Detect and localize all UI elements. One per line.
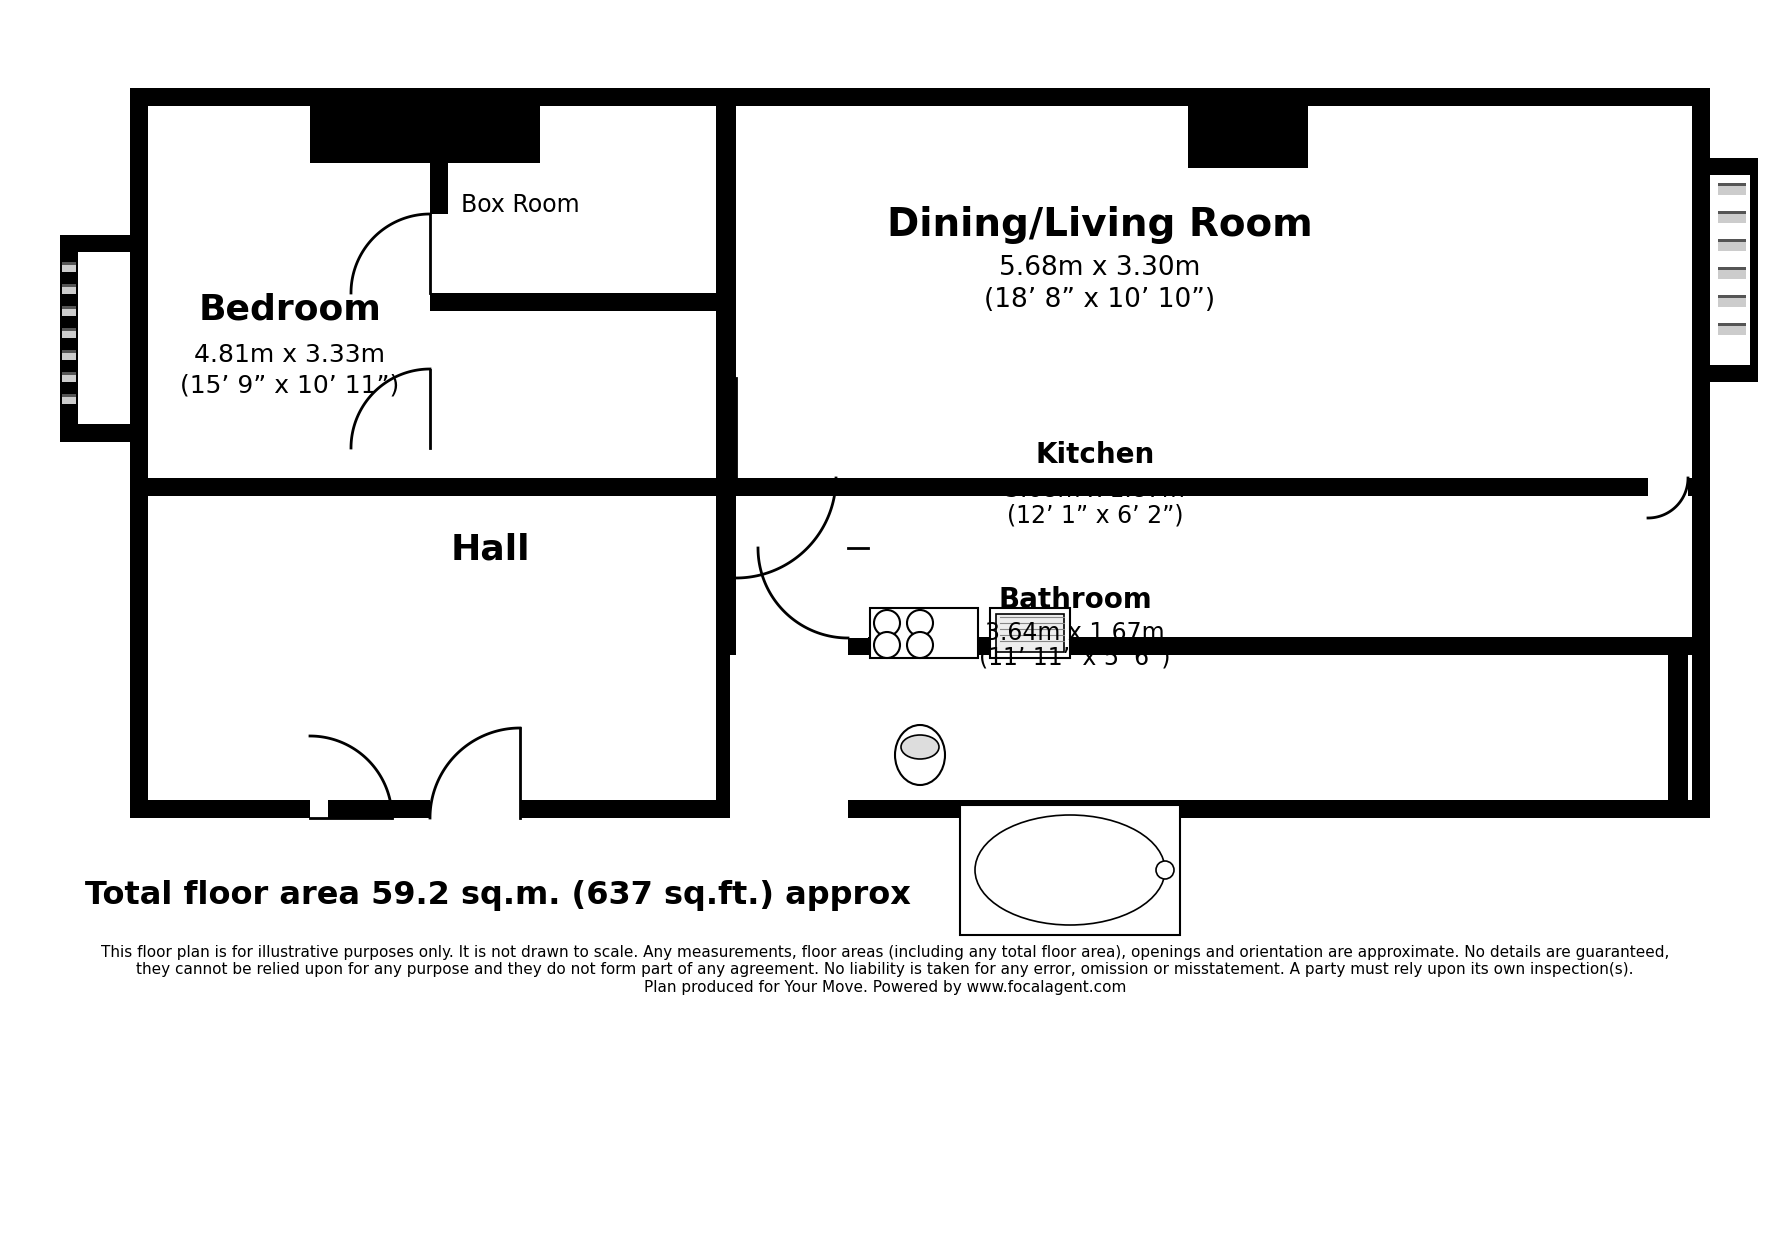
Bar	[848, 496, 1691, 637]
Text: 3.64m x 1.67m: 3.64m x 1.67m	[985, 621, 1165, 645]
Bar	[62, 284, 76, 286]
Bar	[990, 608, 1070, 658]
Bar	[62, 306, 76, 309]
Bar	[1718, 322, 1746, 326]
Bar	[1718, 267, 1746, 270]
Bar	[717, 105, 737, 477]
Text: 3.68m x 1.87m: 3.68m x 1.87m	[1006, 477, 1185, 502]
Circle shape	[1156, 861, 1174, 879]
Bar	[870, 608, 978, 658]
Bar	[62, 329, 76, 339]
Bar	[149, 477, 430, 496]
Bar	[62, 372, 76, 374]
Bar	[430, 370, 448, 449]
Text: Box Room: Box Room	[460, 193, 579, 217]
Bar	[1711, 175, 1750, 365]
Bar	[737, 105, 1691, 477]
Bar	[737, 477, 848, 496]
Bar	[62, 350, 76, 360]
Bar	[1718, 184, 1746, 195]
Bar	[1649, 477, 1688, 496]
Bar	[1718, 295, 1746, 298]
Circle shape	[907, 610, 933, 636]
Text: Hall: Hall	[450, 533, 530, 567]
Text: (18’ 8” x 10’ 10”): (18’ 8” x 10’ 10”)	[985, 286, 1215, 312]
Bar	[1718, 267, 1746, 279]
Text: Kitchen: Kitchen	[1036, 441, 1155, 469]
Bar	[310, 88, 540, 162]
Polygon shape	[60, 88, 1759, 818]
Bar	[960, 805, 1179, 935]
Text: (12’ 1” x 6’ 2”): (12’ 1” x 6’ 2”)	[1006, 503, 1183, 527]
Bar	[430, 293, 715, 311]
Bar	[848, 637, 1691, 655]
Text: 4.81m x 3.33m: 4.81m x 3.33m	[195, 343, 386, 367]
Text: This floor plan is for illustrative purposes only. It is not drawn to scale. Any: This floor plan is for illustrative purp…	[101, 945, 1670, 994]
Text: Dining/Living Room: Dining/Living Room	[887, 206, 1312, 244]
Bar	[848, 655, 1691, 800]
Circle shape	[875, 632, 900, 658]
Bar	[1188, 88, 1309, 167]
Bar	[62, 329, 76, 331]
Bar	[848, 477, 1691, 496]
Bar	[990, 608, 1070, 658]
Bar	[62, 306, 76, 316]
Bar	[737, 496, 848, 515]
Bar	[1718, 211, 1746, 223]
Bar	[78, 252, 129, 424]
Bar	[737, 378, 754, 477]
Bar	[1718, 184, 1746, 186]
Bar	[310, 737, 328, 818]
Ellipse shape	[976, 815, 1165, 925]
Bar	[1668, 655, 1688, 818]
Ellipse shape	[901, 735, 939, 759]
Bar	[149, 496, 715, 800]
Bar	[1718, 211, 1746, 215]
Bar	[448, 105, 715, 293]
Circle shape	[875, 610, 900, 636]
Circle shape	[907, 632, 933, 658]
Text: (11’ 11” x 5’ 6”): (11’ 11” x 5’ 6”)	[979, 646, 1171, 670]
Bar	[1718, 239, 1746, 250]
Text: Bathroom: Bathroom	[999, 587, 1151, 614]
Text: Total floor area 59.2 sq.m. (637 sq.ft.) approx: Total floor area 59.2 sq.m. (637 sq.ft.)…	[85, 880, 910, 911]
Text: Bedroom: Bedroom	[198, 293, 381, 327]
Bar	[430, 215, 448, 293]
Bar	[1718, 295, 1746, 308]
Bar	[870, 608, 978, 658]
Text: 5.68m x 3.30m: 5.68m x 3.30m	[999, 255, 1201, 281]
Bar	[430, 800, 521, 818]
Ellipse shape	[894, 725, 946, 785]
Bar	[960, 805, 1179, 935]
Bar	[62, 350, 76, 353]
Text: (15’ 9” x 10’ 11”): (15’ 9” x 10’ 11”)	[181, 373, 400, 397]
Bar	[62, 394, 76, 404]
Bar	[1718, 322, 1746, 335]
Bar	[848, 548, 868, 639]
Bar	[430, 105, 448, 295]
Bar	[62, 262, 76, 265]
Bar	[62, 372, 76, 382]
Bar	[995, 614, 1064, 652]
Bar	[1718, 239, 1746, 242]
Bar	[62, 394, 76, 397]
Bar	[62, 284, 76, 294]
Bar	[62, 262, 76, 272]
Bar	[149, 105, 715, 477]
Bar	[737, 496, 848, 818]
